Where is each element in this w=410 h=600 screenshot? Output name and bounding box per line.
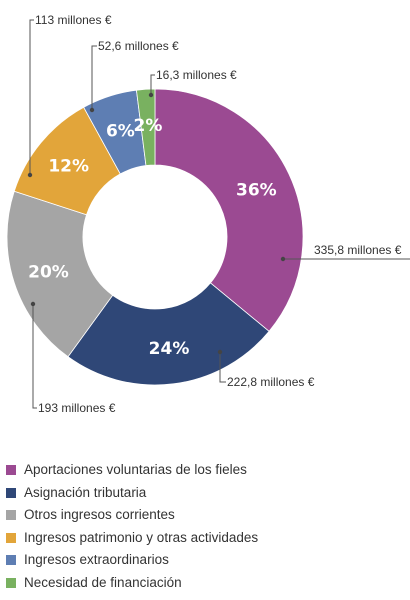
legend-swatch	[6, 532, 16, 543]
legend-item: Aportaciones voluntarias de los fieles	[6, 459, 258, 482]
slice-percent-label: 12%	[48, 157, 89, 177]
callout-leader-line	[91, 45, 97, 110]
slice-percent-label: 24%	[149, 339, 190, 359]
legend-swatch	[6, 487, 16, 498]
legend-label: Necesidad de financiación	[24, 574, 182, 590]
chart-legend: Aportaciones voluntarias de los fieles A…	[6, 459, 258, 595]
callout-dot	[89, 107, 95, 113]
donut-slice	[154, 88, 304, 332]
legend-item: Necesidad de financiación	[6, 572, 258, 595]
slice-percent-label: 2%	[134, 116, 163, 136]
slice-percent-label: 36%	[236, 180, 277, 200]
legend-item: Ingresos patrimonio y otras actividades	[6, 527, 258, 550]
slice-amount-label: 16,3 millones €	[156, 68, 237, 82]
legend-label: Asignación tributaria	[24, 484, 147, 500]
legend-label: Aportaciones voluntarias de los fieles	[24, 462, 247, 477]
callout-dot	[148, 92, 154, 98]
legend-label: Ingresos patrimonio y otras actividades	[24, 529, 259, 545]
slice-percent-label: 6%	[106, 121, 135, 141]
slice-amount-label: 222,8 millones €	[227, 375, 315, 389]
legend-item: Ingresos extraordinarios	[6, 549, 258, 572]
slice-amount-label: 113 millones €	[35, 13, 112, 27]
slice-amount-label: 335,8 millones €	[314, 243, 402, 257]
callout-dot	[217, 349, 223, 355]
donut-slice	[136, 88, 156, 167]
legend-swatch	[6, 510, 16, 521]
legend-swatch	[6, 465, 16, 475]
callout-leader-line	[219, 352, 226, 383]
callout-leader-line	[32, 304, 37, 409]
legend-label: Ingresos extraordinarios	[24, 552, 169, 568]
legend-item: Asignación tributaria	[6, 482, 258, 505]
legend-item: Otros ingresos corrientes	[6, 504, 258, 527]
legend-swatch	[6, 577, 16, 588]
legend-swatch	[6, 555, 16, 566]
callout-leader-line	[29, 19, 34, 175]
callout-leader-line	[150, 74, 155, 95]
legend-label: Otros ingresos corrientes	[24, 507, 175, 523]
callout-dot	[280, 256, 286, 262]
slice-amount-label: 193 millones €	[38, 401, 116, 415]
slice-amount-label: 52,6 millones €	[98, 39, 179, 53]
slice-percent-label: 20%	[28, 263, 69, 283]
callout-dot	[30, 301, 36, 307]
callout-dot	[27, 172, 33, 178]
